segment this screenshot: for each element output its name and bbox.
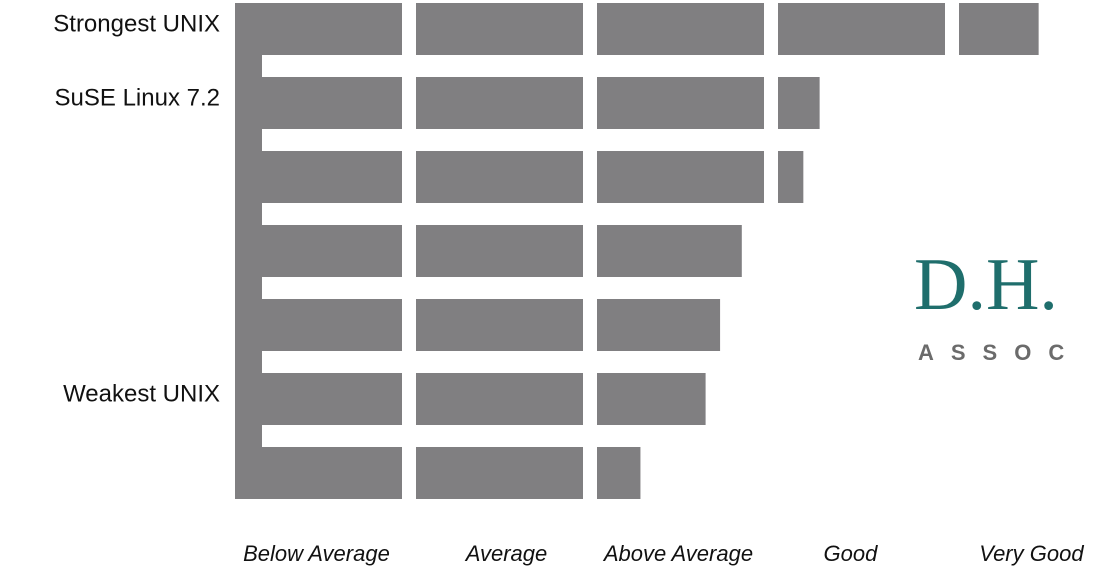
- bar-segment: [597, 373, 706, 425]
- bar-segment: [416, 77, 583, 129]
- x-tick-label: Below Average: [243, 541, 390, 566]
- bar-segment: [235, 225, 402, 277]
- bar-segment: [959, 3, 1039, 55]
- bar-segment: [416, 299, 583, 351]
- bar-segment: [597, 151, 764, 203]
- bar-segment: [778, 151, 804, 203]
- x-tick-label: Very Good: [979, 541, 1084, 566]
- bar-segment: [416, 225, 583, 277]
- bar-segment: [597, 447, 641, 499]
- bar-segment: [235, 299, 402, 351]
- logo-tagline: ASSOC: [918, 340, 1081, 365]
- bar-segment: [235, 151, 402, 203]
- bar-segment: [597, 77, 764, 129]
- bar-segment: [416, 447, 583, 499]
- bar-segment: [416, 373, 583, 425]
- bar-segment: [235, 3, 402, 55]
- bar-segment: [778, 3, 945, 55]
- x-tick-label: Above Average: [602, 541, 753, 566]
- bar-segment: [597, 3, 764, 55]
- row-label: SuSE Linux 7.2: [55, 84, 220, 111]
- bar-segment: [778, 77, 820, 129]
- bar-segment: [235, 77, 402, 129]
- bar-segment: [416, 3, 583, 55]
- row-label: Weakest UNIX: [63, 380, 220, 407]
- x-tick-label: Good: [823, 541, 878, 566]
- x-tick-label: Average: [464, 541, 548, 566]
- bar-segment: [235, 373, 402, 425]
- bar-segment: [416, 151, 583, 203]
- bar-segment: [597, 225, 742, 277]
- bar-segment: [597, 299, 721, 351]
- bar-segment: [235, 447, 402, 499]
- logo-name: D.H.: [914, 244, 1058, 326]
- row-label: Strongest UNIX: [53, 10, 220, 37]
